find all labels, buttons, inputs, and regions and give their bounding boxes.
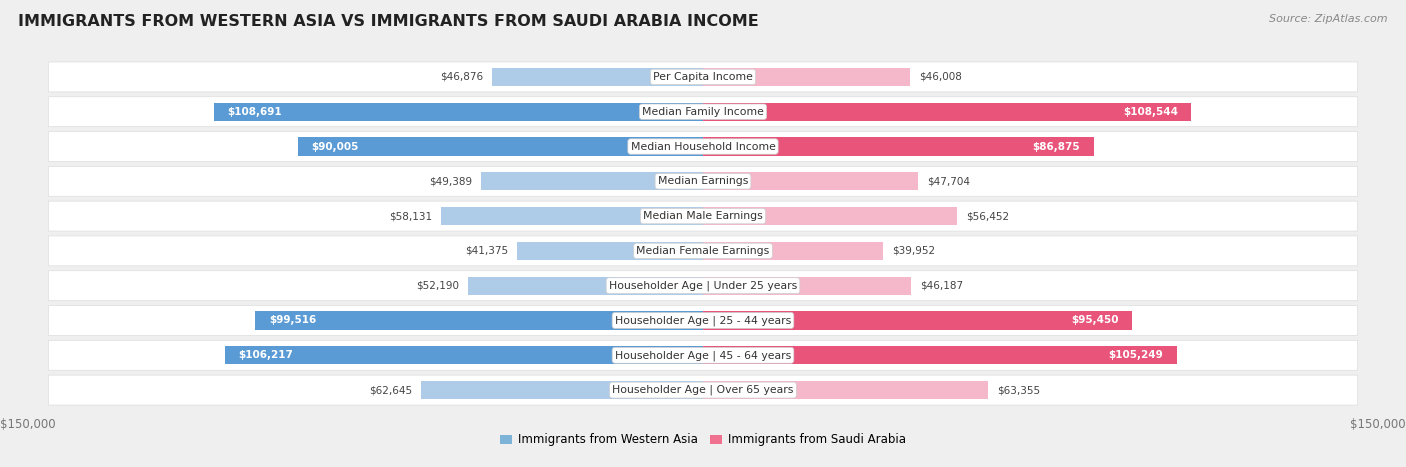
Bar: [214, 103, 703, 121]
Text: Source: ZipAtlas.com: Source: ZipAtlas.com: [1270, 14, 1388, 24]
FancyBboxPatch shape: [48, 375, 1358, 405]
FancyBboxPatch shape: [48, 305, 1358, 335]
FancyBboxPatch shape: [48, 166, 1358, 196]
Text: Median Family Income: Median Family Income: [643, 107, 763, 117]
Text: Householder Age | Over 65 years: Householder Age | Over 65 years: [612, 385, 794, 396]
Text: IMMIGRANTS FROM WESTERN ASIA VS IMMIGRANTS FROM SAUDI ARABIA INCOME: IMMIGRANTS FROM WESTERN ASIA VS IMMIGRAN…: [18, 14, 759, 29]
Text: Median Earnings: Median Earnings: [658, 177, 748, 186]
Bar: [298, 137, 703, 156]
Text: $46,876: $46,876: [440, 72, 484, 82]
Bar: [256, 311, 703, 330]
Text: $63,355: $63,355: [997, 385, 1040, 395]
Bar: [422, 381, 703, 399]
Legend: Immigrants from Western Asia, Immigrants from Saudi Arabia: Immigrants from Western Asia, Immigrants…: [496, 429, 910, 451]
Text: $105,249: $105,249: [1108, 350, 1163, 360]
Bar: [703, 311, 1132, 330]
Bar: [703, 68, 910, 86]
FancyBboxPatch shape: [48, 201, 1358, 231]
Text: $90,005: $90,005: [312, 142, 359, 151]
Text: $108,544: $108,544: [1123, 107, 1178, 117]
Text: Householder Age | 45 - 64 years: Householder Age | 45 - 64 years: [614, 350, 792, 361]
FancyBboxPatch shape: [48, 62, 1358, 92]
Text: $47,704: $47,704: [927, 177, 970, 186]
Text: $41,375: $41,375: [465, 246, 508, 256]
Bar: [703, 276, 911, 295]
Text: $56,452: $56,452: [966, 211, 1010, 221]
Text: Per Capita Income: Per Capita Income: [652, 72, 754, 82]
Bar: [703, 172, 918, 191]
Text: $108,691: $108,691: [228, 107, 283, 117]
Text: $46,187: $46,187: [920, 281, 963, 290]
Text: $99,516: $99,516: [269, 316, 316, 325]
FancyBboxPatch shape: [48, 236, 1358, 266]
Text: $86,875: $86,875: [1033, 142, 1080, 151]
Text: Householder Age | 25 - 44 years: Householder Age | 25 - 44 years: [614, 315, 792, 326]
Bar: [492, 68, 703, 86]
Text: $52,190: $52,190: [416, 281, 460, 290]
Bar: [441, 207, 703, 225]
Bar: [468, 276, 703, 295]
Bar: [703, 346, 1177, 364]
Text: $58,131: $58,131: [389, 211, 433, 221]
FancyBboxPatch shape: [48, 340, 1358, 370]
Bar: [703, 381, 988, 399]
Bar: [703, 103, 1191, 121]
Text: Householder Age | Under 25 years: Householder Age | Under 25 years: [609, 281, 797, 291]
Bar: [517, 242, 703, 260]
Text: Median Female Earnings: Median Female Earnings: [637, 246, 769, 256]
Text: $49,389: $49,389: [429, 177, 472, 186]
Text: $106,217: $106,217: [239, 350, 294, 360]
Bar: [481, 172, 703, 191]
FancyBboxPatch shape: [48, 271, 1358, 301]
Text: Median Household Income: Median Household Income: [630, 142, 776, 151]
Text: $62,645: $62,645: [368, 385, 412, 395]
Bar: [703, 207, 957, 225]
Text: Median Male Earnings: Median Male Earnings: [643, 211, 763, 221]
Bar: [225, 346, 703, 364]
FancyBboxPatch shape: [48, 132, 1358, 162]
Text: $46,008: $46,008: [920, 72, 962, 82]
Bar: [703, 242, 883, 260]
Text: $95,450: $95,450: [1071, 316, 1119, 325]
Text: $39,952: $39,952: [891, 246, 935, 256]
Bar: [703, 137, 1094, 156]
FancyBboxPatch shape: [48, 97, 1358, 127]
